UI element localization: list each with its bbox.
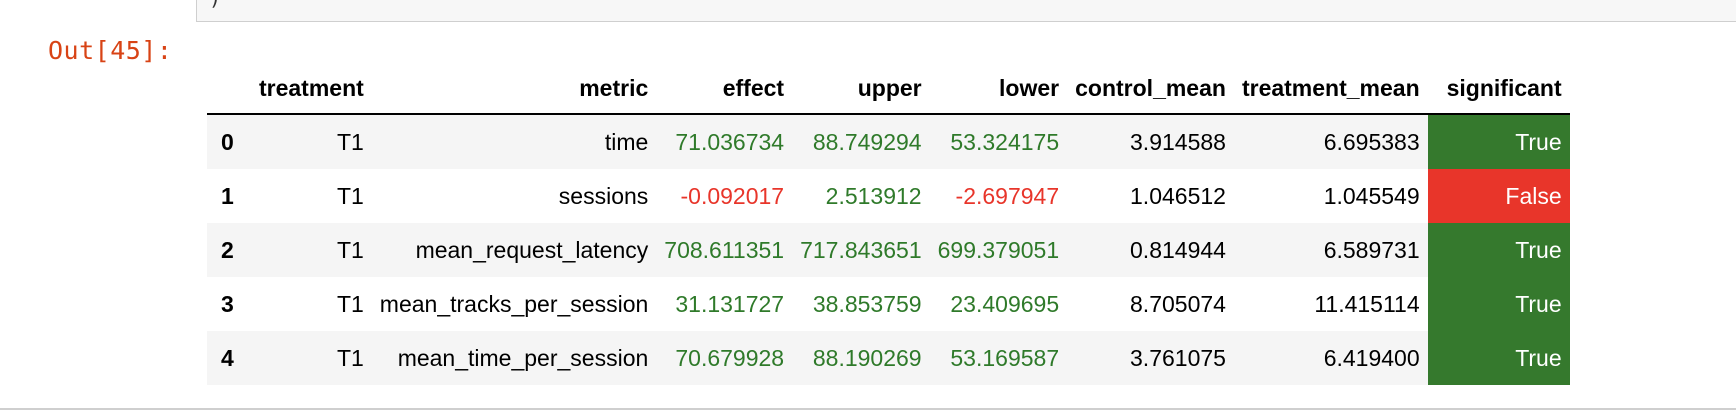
table-row: 4 T1 mean_time_per_session 70.679928 88.… (207, 331, 1570, 385)
cell-metric: sessions (558, 182, 649, 209)
cell-treatment-mean: 6.695383 (1323, 128, 1420, 155)
cell-control-mean: 3.761075 (1130, 344, 1226, 371)
cell-treatment: T1 (336, 236, 364, 263)
cell-effect: 71.036734 (675, 128, 785, 155)
table-header-row: treatment metric effect upper lower cont… (207, 64, 1570, 115)
cell-significant: True (1427, 114, 1570, 169)
cell-metric: time (604, 128, 649, 155)
row-index: 3 (221, 290, 234, 317)
row-index: 2 (221, 236, 234, 263)
cell-treatment: T1 (336, 344, 364, 371)
column-header-index (207, 64, 242, 115)
dataframe-table: treatment metric effect upper lower cont… (207, 64, 1570, 385)
previous-cell-code: ) (209, 0, 221, 10)
output-prompt: Out[45]: (48, 36, 173, 65)
cell-significant: True (1427, 277, 1570, 331)
table-row: 0 T1 time 71.036734 88.749294 53.324175 … (207, 114, 1570, 169)
cell-effect: 31.131727 (675, 290, 785, 317)
cell-lower: -2.697947 (955, 182, 1060, 209)
cell-metric: mean_time_per_session (397, 344, 649, 371)
cell-upper: 717.843651 (800, 236, 922, 263)
table-row: 2 T1 mean_request_latency 708.611351 717… (207, 223, 1570, 277)
cell-treatment: T1 (336, 128, 364, 155)
table-row: 3 T1 mean_tracks_per_session 31.131727 3… (207, 277, 1570, 331)
cell-significant: True (1427, 223, 1570, 277)
column-header-lower: lower (929, 64, 1068, 115)
column-header-metric: metric (371, 64, 657, 115)
cell-lower: 23.409695 (950, 290, 1060, 317)
row-index: 0 (221, 128, 234, 155)
column-header-treatment: treatment (241, 64, 372, 115)
cell-treatment: T1 (336, 290, 364, 317)
column-header-upper: upper (792, 64, 930, 115)
row-index: 4 (221, 344, 234, 371)
column-header-effect: effect (656, 64, 793, 115)
cell-lower: 699.379051 (937, 236, 1060, 263)
cell-treatment-mean: 6.589731 (1323, 236, 1420, 263)
cell-treatment-mean: 11.415114 (1314, 290, 1420, 317)
cell-effect: -0.092017 (680, 182, 785, 209)
cell-lower: 53.169587 (950, 344, 1060, 371)
cell-upper: 88.749294 (812, 128, 922, 155)
cell-upper: 88.190269 (812, 344, 922, 371)
column-header-control-mean: control_mean (1067, 64, 1234, 115)
cell-treatment-mean: 1.045549 (1323, 182, 1420, 209)
cell-upper: 38.853759 (812, 290, 922, 317)
column-header-treatment-mean: treatment_mean (1233, 64, 1428, 115)
cell-metric: mean_request_latency (415, 236, 649, 263)
cell-treatment-mean: 6.419400 (1323, 344, 1420, 371)
cell-lower: 53.324175 (950, 128, 1060, 155)
cell-divider (0, 408, 1736, 410)
column-header-significant: significant (1427, 64, 1570, 115)
cell-metric: mean_tracks_per_session (379, 290, 649, 317)
table-row: 1 T1 sessions -0.092017 2.513912 -2.6979… (207, 169, 1570, 223)
cell-significant: False (1427, 169, 1570, 223)
cell-upper: 2.513912 (825, 182, 922, 209)
cell-significant: True (1427, 331, 1570, 385)
cell-effect: 708.611351 (664, 236, 785, 263)
cell-effect: 70.679928 (675, 344, 785, 371)
previous-input-cell[interactable]: ) (196, 0, 1736, 22)
row-index: 1 (221, 182, 234, 209)
cell-control-mean: 0.814944 (1130, 236, 1226, 263)
cell-treatment: T1 (336, 182, 364, 209)
cell-control-mean: 3.914588 (1130, 128, 1226, 155)
cell-control-mean: 8.705074 (1130, 290, 1226, 317)
cell-control-mean: 1.046512 (1130, 182, 1226, 209)
